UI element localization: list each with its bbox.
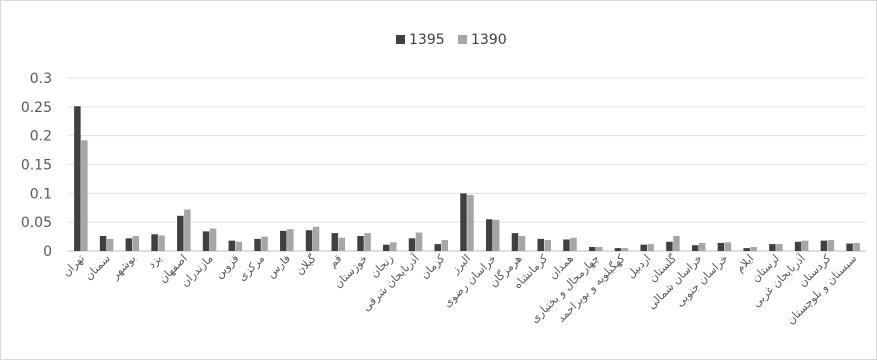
- category-label: قم: [326, 252, 344, 270]
- bar-1395: [511, 233, 519, 251]
- bar-1390: [338, 237, 346, 251]
- bar-1395: [74, 106, 81, 251]
- bar-1390: [158, 235, 165, 251]
- gridlines: [68, 77, 866, 252]
- legend: 1395 1390: [396, 32, 507, 48]
- y-tick-label: 0: [43, 244, 52, 260]
- bar-1390: [184, 209, 191, 251]
- bar-1390: [853, 242, 860, 251]
- bar-1395: [769, 244, 776, 251]
- legend-label: 1395: [409, 32, 445, 48]
- bar-1390: [801, 240, 809, 251]
- bar-1395: [666, 241, 673, 251]
- bar-1395: [408, 238, 416, 251]
- bar-1395: [331, 233, 339, 251]
- bar-1390: [441, 240, 449, 251]
- bar-1390: [621, 248, 629, 251]
- category-label: یزد: [145, 252, 164, 271]
- y-tick-label: 0.1: [30, 186, 52, 202]
- bar-1390: [492, 219, 500, 251]
- bar-1390: [647, 244, 654, 251]
- bar-1390: [287, 229, 294, 251]
- bar-1395: [357, 236, 364, 251]
- bar-1390: [312, 226, 320, 251]
- y-tick-label: 0.2: [30, 129, 52, 145]
- bar-1395: [434, 244, 442, 251]
- bar-1395: [125, 238, 133, 251]
- bar-1390: [724, 242, 732, 251]
- bar-1395: [743, 248, 750, 251]
- bar-1390: [415, 232, 423, 251]
- category-label: گیلان: [293, 251, 319, 277]
- bar-1390: [132, 236, 140, 251]
- y-axis-ticks: 0 0.05 0.1 0.15 0.2 0.25 0.3: [21, 71, 52, 260]
- category-label: فارس: [264, 252, 293, 281]
- bar-1395: [460, 193, 467, 251]
- category-label: سمنان: [82, 252, 113, 283]
- bar-1395: [228, 240, 236, 251]
- y-tick-label: 0.05: [21, 215, 52, 231]
- bar-1395: [794, 241, 802, 251]
- bar-1395: [485, 219, 493, 251]
- bar-1395: [588, 246, 596, 251]
- bar-1395: [691, 245, 699, 251]
- bar-1395: [305, 230, 313, 251]
- legend-swatch: [458, 35, 467, 44]
- legend-label: 1390: [471, 32, 507, 48]
- bar-1395: [820, 240, 828, 251]
- bar-1395: [717, 242, 725, 251]
- bar-1395: [614, 248, 622, 251]
- y-tick-label: 0.15: [21, 158, 52, 174]
- bar-1390: [364, 233, 371, 251]
- legend-swatch: [396, 35, 405, 44]
- bar-1395: [383, 244, 390, 251]
- bar-1390: [544, 240, 551, 251]
- bar-1390: [570, 237, 577, 251]
- bar-1390: [698, 242, 706, 251]
- category-label: بوشهر: [108, 252, 138, 282]
- bar-1395: [151, 234, 158, 251]
- y-tick-label: 0.25: [21, 100, 52, 116]
- bar-1390: [595, 246, 603, 251]
- bar-1390: [827, 240, 835, 251]
- bar-1390: [235, 241, 243, 251]
- bar-1390: [776, 244, 783, 251]
- category-label: کرمان: [418, 251, 448, 281]
- bar-1395: [177, 215, 184, 251]
- bar-1395: [280, 230, 287, 251]
- bar-1390: [467, 195, 474, 251]
- bar-1390: [390, 242, 397, 251]
- bar-1395: [846, 243, 853, 251]
- bar-1390: [81, 140, 88, 251]
- bar-1390: [518, 236, 526, 251]
- bar-1395: [563, 239, 570, 251]
- bar-1390: [673, 236, 680, 251]
- bar-1390: [209, 228, 217, 251]
- bar-1395: [537, 238, 544, 251]
- bar-1395: [99, 236, 107, 251]
- category-label: مرکزی: [235, 252, 267, 284]
- bar-1390: [106, 238, 114, 251]
- bar-1395: [254, 238, 261, 251]
- bars: [74, 106, 860, 251]
- bar-1395: [640, 244, 647, 251]
- bar-1390: [750, 246, 757, 251]
- bar-1395: [202, 231, 210, 251]
- y-tick-label: 0.3: [30, 71, 52, 87]
- bar-1390: [261, 236, 268, 251]
